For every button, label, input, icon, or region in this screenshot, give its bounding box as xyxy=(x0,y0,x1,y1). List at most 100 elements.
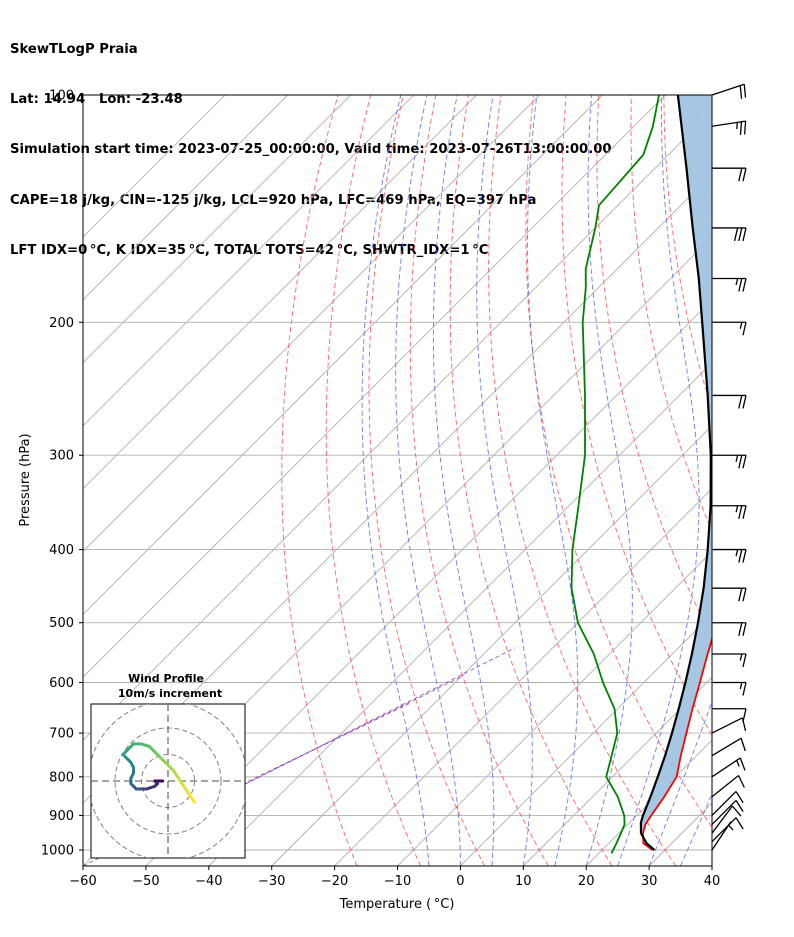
y-tick-label: 900 xyxy=(49,809,74,824)
wind-barb xyxy=(712,394,747,409)
y-tick-label: 700 xyxy=(49,727,74,742)
barb-full xyxy=(742,455,747,469)
wind-barb xyxy=(711,120,747,136)
barb-staff xyxy=(711,790,737,816)
barb-staff xyxy=(711,737,742,757)
isotherm-line xyxy=(83,110,712,741)
hodograph-segment xyxy=(163,760,175,772)
wind-barb xyxy=(711,817,744,843)
dry-adiabat xyxy=(762,95,794,866)
barb-full xyxy=(735,800,744,813)
barb-full xyxy=(738,168,743,182)
x-tick-label: 0 xyxy=(456,874,464,889)
barb-full xyxy=(738,455,743,469)
location-line: Lat: 14.94 Lon: -23.48 xyxy=(10,91,183,107)
moist-adiabat xyxy=(617,95,700,866)
isotherm-line xyxy=(208,362,712,866)
barb-staff xyxy=(711,774,739,798)
wind-barb xyxy=(712,681,747,696)
barb-staff xyxy=(711,805,733,834)
barb-half xyxy=(739,653,743,661)
barb-half xyxy=(735,278,739,286)
y-tick-label: 1000 xyxy=(41,844,74,859)
wind-barb xyxy=(712,321,747,336)
dry-adiabat xyxy=(525,95,712,828)
wind-barb xyxy=(712,227,747,242)
moist-adiabat xyxy=(476,95,533,866)
barb-full xyxy=(742,322,747,336)
barb-full xyxy=(742,227,747,242)
barb-full xyxy=(742,653,747,668)
barb-full xyxy=(738,505,743,519)
dry-adiabat xyxy=(449,95,613,866)
barb-full xyxy=(739,757,746,771)
background-grid xyxy=(83,95,712,866)
barb-full xyxy=(731,805,742,817)
barb-full xyxy=(742,682,747,696)
barb-full xyxy=(743,121,747,135)
barb-staff xyxy=(711,817,737,843)
x-tick-label: −40 xyxy=(195,874,222,889)
barb-half xyxy=(735,455,739,462)
moist-adiabat xyxy=(680,793,712,866)
hodograph-segment xyxy=(182,784,191,796)
wind-barb xyxy=(712,548,747,563)
barb-staff xyxy=(711,120,746,127)
dry-adiabat xyxy=(325,95,422,866)
y-tick-label: 200 xyxy=(49,316,74,331)
y-tick-label: 300 xyxy=(49,449,74,464)
barb-staff xyxy=(711,799,737,825)
time-line: Simulation start time: 2023-07-25_00:00:… xyxy=(10,142,612,158)
barb-full xyxy=(738,622,743,636)
hodograph-title: Wind Profile xyxy=(128,672,204,685)
wind-barb xyxy=(711,790,744,816)
dry-adiabat xyxy=(596,95,712,639)
barb-full xyxy=(742,622,747,636)
moist-adiabat xyxy=(395,95,461,866)
barb-half xyxy=(728,824,734,831)
barb-staff xyxy=(711,717,743,734)
moist-adiabat xyxy=(361,95,430,866)
dry-adiabat xyxy=(663,95,712,411)
wind-barb xyxy=(711,805,742,834)
wind-barb xyxy=(712,653,747,668)
barb-full xyxy=(742,708,747,722)
x-tick-label: 30 xyxy=(641,874,658,889)
moist-adiabat xyxy=(527,95,579,866)
dry-adiabat xyxy=(368,95,485,866)
wind-barb xyxy=(712,277,747,292)
barb-full xyxy=(739,121,743,136)
x-tick-label: −60 xyxy=(69,874,96,889)
barb-half xyxy=(735,549,739,557)
wind-barb xyxy=(712,167,747,182)
barb-full xyxy=(742,278,747,292)
x-tick-label: −50 xyxy=(132,874,159,889)
barb-full xyxy=(738,588,743,602)
dry-adiabat xyxy=(561,95,712,736)
y-tick-label: 600 xyxy=(49,676,74,691)
moist-adiabat xyxy=(648,700,712,866)
x-tick-label: −30 xyxy=(258,874,285,889)
wind-barb xyxy=(711,83,747,99)
wind-barb xyxy=(712,622,747,636)
hodograph-segment xyxy=(187,792,196,804)
adiabats-layer xyxy=(83,95,794,866)
isotherm-line xyxy=(83,95,352,364)
wind-barbs xyxy=(711,83,747,851)
hodograph-segment xyxy=(171,768,181,780)
x-tick-label: 40 xyxy=(704,874,721,889)
barb-full xyxy=(742,588,747,602)
moist-adiabat xyxy=(585,95,633,866)
barb-half xyxy=(739,682,743,690)
barb-half xyxy=(739,322,743,329)
barb-full xyxy=(738,227,743,242)
isotherm-line xyxy=(145,299,712,866)
moist-adiabat xyxy=(432,95,495,866)
barb-full xyxy=(743,84,747,98)
hodograph-segment xyxy=(177,776,186,788)
hodograph-plot xyxy=(91,704,245,858)
barb-full xyxy=(742,395,747,409)
barb-staff xyxy=(711,83,745,96)
barb-full xyxy=(737,775,745,788)
